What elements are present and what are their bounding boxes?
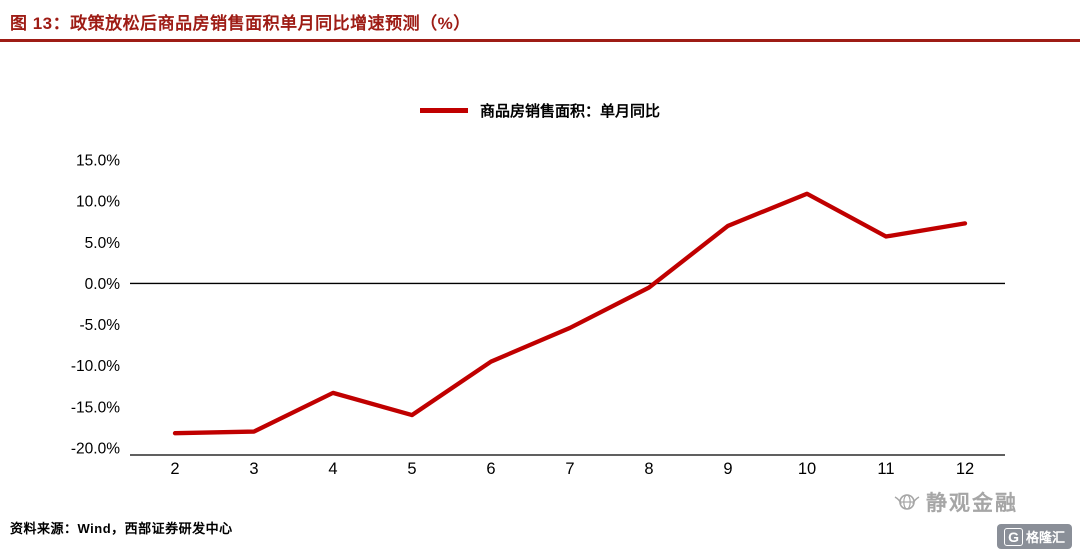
x-tick-label: 11 [877, 460, 894, 478]
x-tick-label: 4 [328, 460, 337, 478]
figure-title: 图 13：政策放松后商品房销售面积单月同比增速预测（%） [10, 14, 471, 33]
x-tick-label: 6 [486, 460, 495, 478]
y-tick-label: 15.0% [76, 153, 120, 170]
watermark-text: 静观金融 [926, 492, 1018, 515]
gelonghui-logo: G 格隆汇 [997, 524, 1072, 549]
x-tick-label: 10 [798, 460, 816, 478]
gelonghui-g-mark: G [1004, 527, 1023, 546]
y-tick-label: -15.0% [71, 399, 120, 416]
x-tick-label: 12 [956, 460, 974, 478]
y-tick-label: 5.0% [85, 235, 121, 252]
y-tick-label: 0.0% [85, 276, 121, 293]
x-tick-label: 5 [407, 460, 416, 478]
title-divider [0, 39, 1080, 42]
chart-legend: 商品房销售面积：单月同比 [0, 100, 1080, 121]
x-tick-label: 9 [723, 460, 732, 478]
winged-globe-icon [894, 494, 920, 510]
y-tick-label: -20.0% [71, 441, 120, 458]
gelonghui-logo-text: 格隆汇 [1025, 530, 1065, 545]
y-tick-label: 10.0% [76, 194, 120, 211]
x-tick-label: 3 [249, 460, 258, 478]
x-tick-label: 2 [170, 460, 179, 478]
watermark: 静观金融 [894, 487, 1018, 517]
sales-growth-line [172, 191, 968, 436]
x-tick-label: 7 [565, 460, 574, 478]
y-tick-label: -10.0% [71, 358, 120, 375]
y-tick-label: -5.0% [80, 317, 121, 334]
source-note: 资料来源：Wind，西部证券研发中心 [10, 521, 233, 536]
x-tick-label: 8 [644, 460, 653, 478]
legend-label: 商品房销售面积：单月同比 [479, 103, 660, 120]
legend-line-swatch [419, 108, 468, 113]
